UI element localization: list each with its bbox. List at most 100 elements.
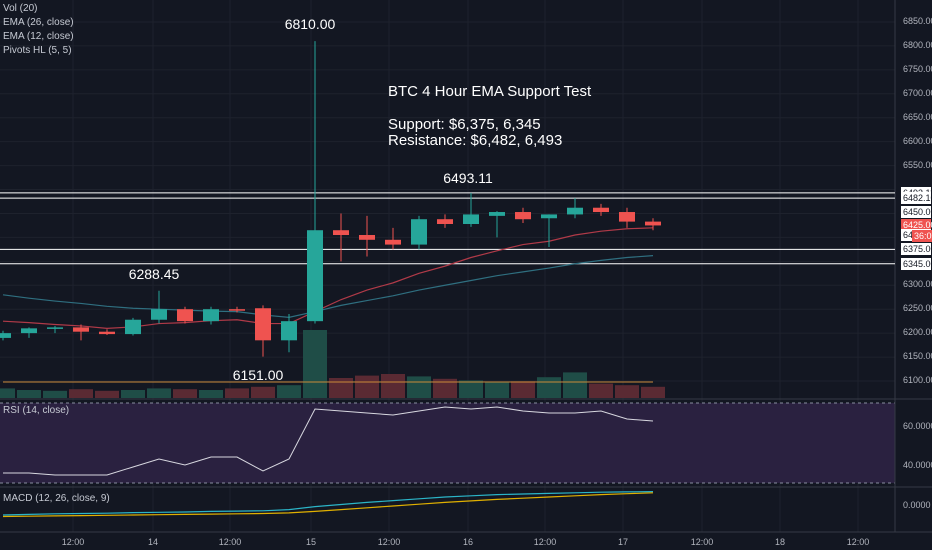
- price-tag: 6450.00: [901, 206, 932, 219]
- volume-bar: [95, 390, 119, 398]
- time-tick-label: 14: [147, 537, 159, 547]
- volume-bar: [459, 380, 483, 398]
- candle-body: [229, 309, 245, 311]
- volume-bar: [147, 388, 171, 398]
- price-tag: 6425.00: [901, 219, 932, 232]
- time-tick-label: 12:00: [846, 537, 870, 547]
- candle-body: [541, 214, 557, 219]
- candle-body: [385, 239, 401, 245]
- time-tick-label: 18: [774, 537, 786, 547]
- price-tag: 36:05: [912, 229, 932, 242]
- signal-series: [2, 492, 654, 518]
- legend-pivots[interactable]: Pivots HL (5, 5): [3, 45, 72, 56]
- candle-body: [47, 327, 63, 329]
- candle-body: [437, 219, 453, 224]
- volume-bar: [303, 330, 327, 398]
- time-tick-label: 17: [617, 537, 629, 547]
- macd-lines: [2, 491, 654, 518]
- legend-rsi[interactable]: RSI (14, close): [3, 405, 70, 416]
- candle-body: [593, 207, 609, 213]
- price-tick-label: 6600.00: [903, 135, 932, 146]
- pivot-label-6810: 6810.00: [284, 16, 336, 32]
- time-tick-label: 12:00: [533, 537, 557, 547]
- rsi-band: [0, 403, 895, 483]
- time-tick-label: 12:00: [690, 537, 714, 547]
- rsi-tick-label: 40.0000: [903, 460, 932, 470]
- legend-ema26[interactable]: EMA (26, close): [3, 17, 74, 28]
- volume-bar: [225, 388, 249, 398]
- volume-bar: [173, 389, 197, 398]
- ema12-line: [2, 227, 654, 329]
- volume-bar: [121, 390, 145, 398]
- volume-bar: [69, 389, 93, 398]
- pivot-label-6288: 6288.45: [128, 266, 180, 282]
- volume-bar: [615, 385, 639, 398]
- candle-body: [463, 214, 479, 224]
- candles: [0, 41, 661, 357]
- candle-body: [567, 207, 583, 215]
- candle-body: [177, 309, 193, 322]
- price-tick-label: 6100.00: [903, 375, 932, 385]
- volume-bar: [433, 378, 457, 398]
- time-tick-label: 12:00: [377, 537, 401, 547]
- volume-bars: [0, 330, 665, 398]
- time-tick-label: 12:00: [61, 537, 85, 547]
- price-tag: 6482.10: [901, 192, 932, 205]
- legend-ema12[interactable]: EMA (12, close): [3, 31, 74, 42]
- macd-series: [2, 491, 654, 516]
- volume-bar: [537, 377, 561, 398]
- candle-body: [411, 219, 427, 245]
- candle-body: [489, 212, 505, 216]
- candle-body: [21, 328, 37, 334]
- candle-body: [515, 212, 531, 220]
- volume-bar: [0, 388, 15, 398]
- time-tick-label: 16: [462, 537, 474, 547]
- volume-bar: [17, 390, 41, 398]
- time-tick-label: 15: [305, 537, 317, 547]
- candle-body: [619, 212, 635, 222]
- candle-body: [203, 309, 219, 322]
- candle-body: [0, 333, 11, 338]
- rsi-line: [3, 406, 654, 476]
- price-tag: 6375.00: [901, 243, 932, 256]
- ema26-line: [2, 254, 654, 318]
- pivot-label-6151: 6151.00: [232, 367, 284, 383]
- candle-body: [307, 230, 323, 322]
- legend-vol[interactable]: Vol (20): [3, 3, 38, 14]
- note-resistance: Resistance: $6,482, 6,493: [388, 132, 563, 149]
- volume-bar: [251, 386, 275, 398]
- candle-body: [125, 319, 141, 335]
- price-tick-label: 6650.00: [903, 111, 932, 122]
- legend-macd[interactable]: MACD (12, 26, close, 9): [3, 493, 110, 504]
- volume-bar: [407, 376, 431, 398]
- price-tick-label: 6850.00: [903, 16, 932, 26]
- price-tick-label: 6200.00: [903, 327, 932, 338]
- support-resistance-lines: [0, 192, 895, 265]
- time-tick-label: 12:00: [218, 537, 242, 547]
- price-tick-label: 6300.00: [903, 279, 932, 290]
- price-tag: 6345.00: [901, 257, 932, 270]
- volume-bar: [355, 375, 379, 398]
- volume-bar: [485, 382, 509, 398]
- candle-body: [333, 230, 349, 236]
- price-tick-label: 6550.00: [903, 159, 932, 170]
- candle-body: [73, 327, 89, 332]
- volume-bar: [563, 372, 587, 398]
- candle-body: [359, 235, 375, 240]
- volume-bar: [381, 374, 405, 398]
- volume-bar: [43, 390, 67, 398]
- note-support: Support: $6,375, 6,345: [388, 116, 541, 133]
- note-title: BTC 4 Hour EMA Support Test: [388, 83, 592, 100]
- price-tick-label: 6700.00: [903, 87, 932, 98]
- price-tick-label: 6750.00: [903, 63, 932, 74]
- candle-body: [281, 321, 297, 341]
- rsi-series: [3, 406, 654, 476]
- price-tick-label: 6250.00: [903, 303, 932, 314]
- volume-bar: [589, 383, 613, 398]
- price-tick-label: 6150.00: [903, 351, 932, 362]
- volume-bar: [277, 385, 301, 398]
- price-tick-label: 6800.00: [903, 39, 932, 50]
- volume-bar: [329, 378, 353, 398]
- candle-body: [255, 308, 271, 341]
